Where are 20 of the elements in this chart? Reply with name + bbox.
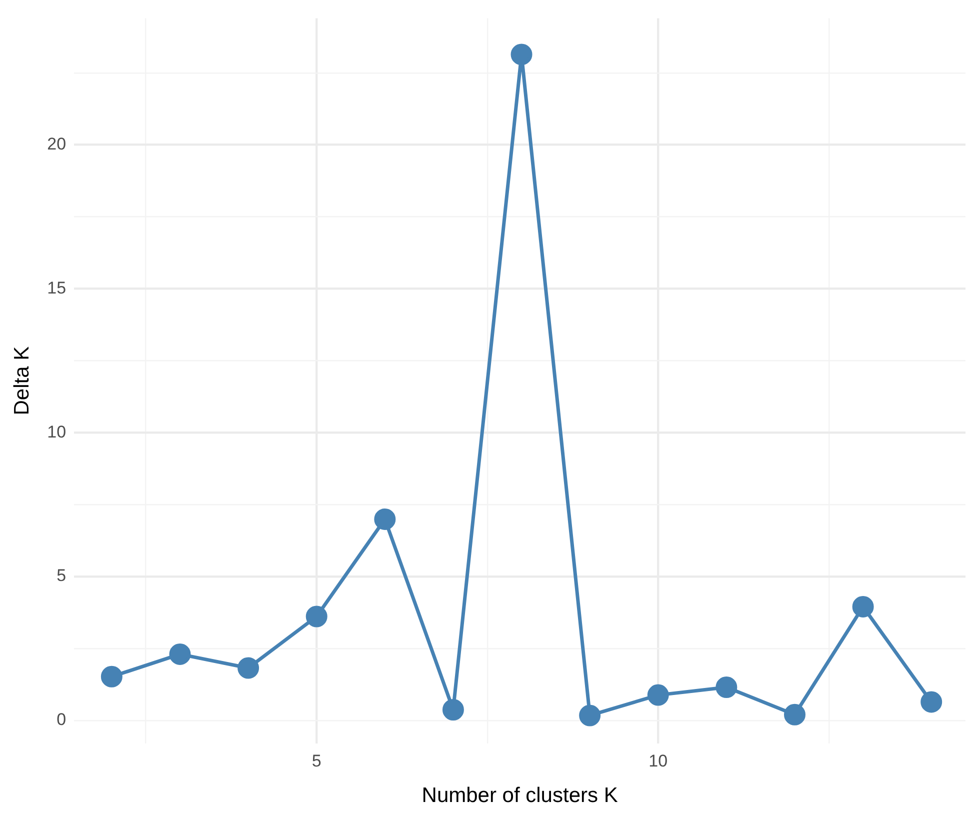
point bbox=[442, 698, 464, 720]
point bbox=[100, 666, 122, 688]
y-tick-label: 0 bbox=[56, 710, 66, 730]
point bbox=[579, 704, 601, 726]
point bbox=[784, 704, 806, 726]
y-tick-label: 15 bbox=[47, 278, 66, 298]
y-tick-label: 10 bbox=[47, 422, 66, 442]
y-tick-label: 20 bbox=[47, 134, 66, 154]
y-tick-label: 5 bbox=[56, 566, 66, 586]
point bbox=[716, 676, 738, 698]
point bbox=[852, 596, 874, 618]
point bbox=[238, 657, 260, 679]
point bbox=[510, 44, 532, 66]
point bbox=[647, 684, 669, 706]
point bbox=[920, 691, 942, 713]
point bbox=[169, 643, 191, 665]
y-axis-title: Delta K bbox=[10, 346, 34, 416]
x-axis-title: Number of clusters K bbox=[422, 784, 618, 808]
point bbox=[306, 606, 328, 628]
point bbox=[374, 508, 396, 530]
